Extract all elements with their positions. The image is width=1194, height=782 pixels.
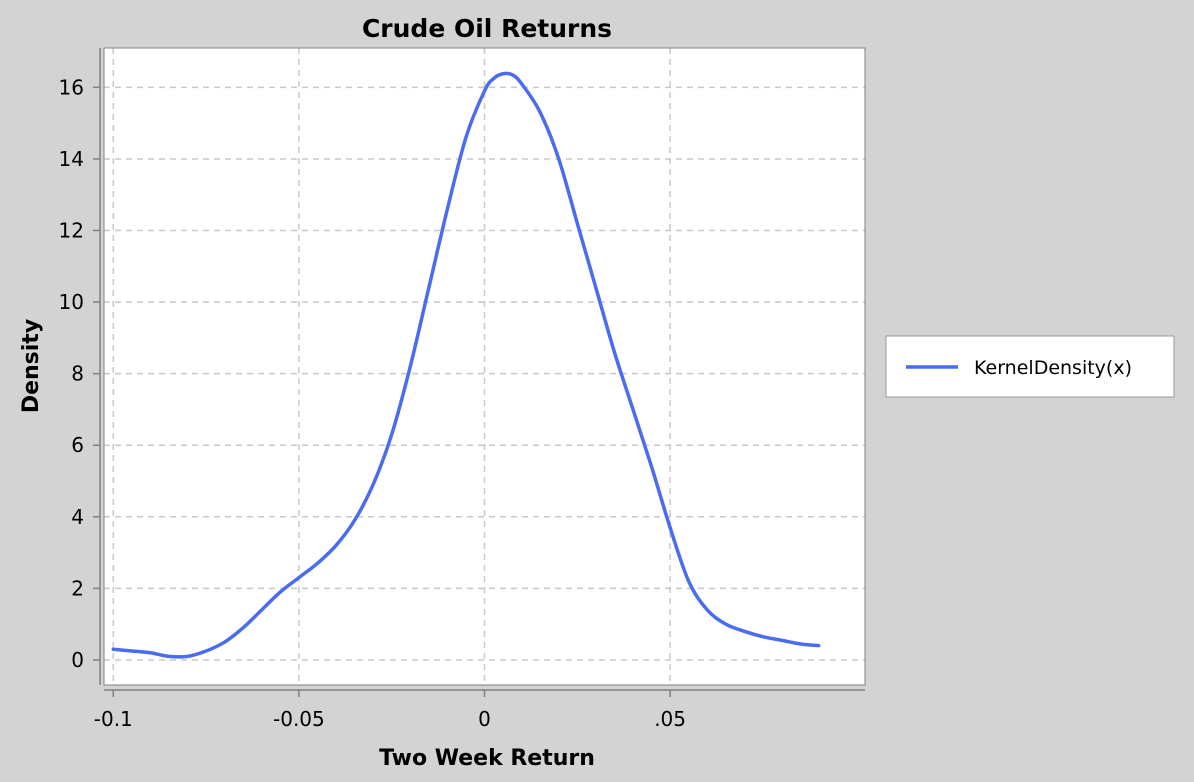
legend: KernelDensity(x) [885, 335, 1175, 398]
chart-title: Crude Oil Returns [362, 14, 612, 43]
x-tick-label: -0.1 [94, 707, 133, 731]
ticks: -0.1 -0.05 0 .05 0 2 4 6 8 10 12 14 16 [59, 75, 686, 731]
y-tick-label: 6 [71, 433, 84, 457]
y-tick-label: 10 [59, 290, 84, 314]
x-axis-label: Two Week Return [379, 746, 595, 771]
y-tick-label: 0 [71, 648, 84, 672]
x-tick-label: -0.05 [273, 707, 325, 731]
y-tick-label: 14 [59, 147, 84, 171]
x-tick-label: .05 [654, 707, 686, 731]
grid-lines [104, 48, 865, 685]
series-line-kerneldensity [111, 71, 821, 659]
legend-label-kerneldensity: KernelDensity(x) [974, 357, 1132, 379]
y-tick-label: 4 [71, 505, 84, 529]
y-tick-label: 12 [59, 219, 84, 243]
y-axis-label: Density [19, 319, 44, 413]
series-layer [111, 71, 821, 659]
y-tick-label: 16 [59, 75, 84, 99]
y-tick-label: 8 [71, 362, 84, 386]
x-tick-label: 0 [478, 707, 491, 731]
y-tick-label: 2 [71, 576, 84, 600]
plot-border [103, 47, 866, 686]
